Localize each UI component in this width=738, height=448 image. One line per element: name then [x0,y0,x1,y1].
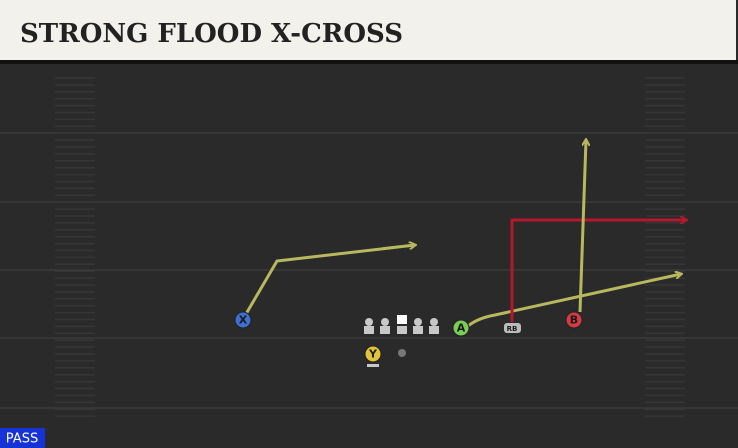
player-label: Y [368,348,378,361]
player-label: X [239,314,248,327]
yard-lines [0,132,738,409]
routes [244,140,686,328]
player-rb [504,323,521,333]
play-type-badge [0,428,45,448]
player-b [565,311,583,329]
play-title: STRONG FLOOD X-CROSS [20,19,403,49]
player-label: B [570,314,578,327]
player-a [452,319,470,337]
player-label: RB [507,325,518,333]
header-bar [0,0,736,60]
linemen [364,315,439,357]
hash-marks [55,77,685,417]
play-type: PASS [6,432,38,447]
player-label: A [457,322,466,335]
player-base [367,364,379,367]
player-y [364,345,382,363]
player-x [234,311,252,329]
header-shadow [0,60,738,64]
